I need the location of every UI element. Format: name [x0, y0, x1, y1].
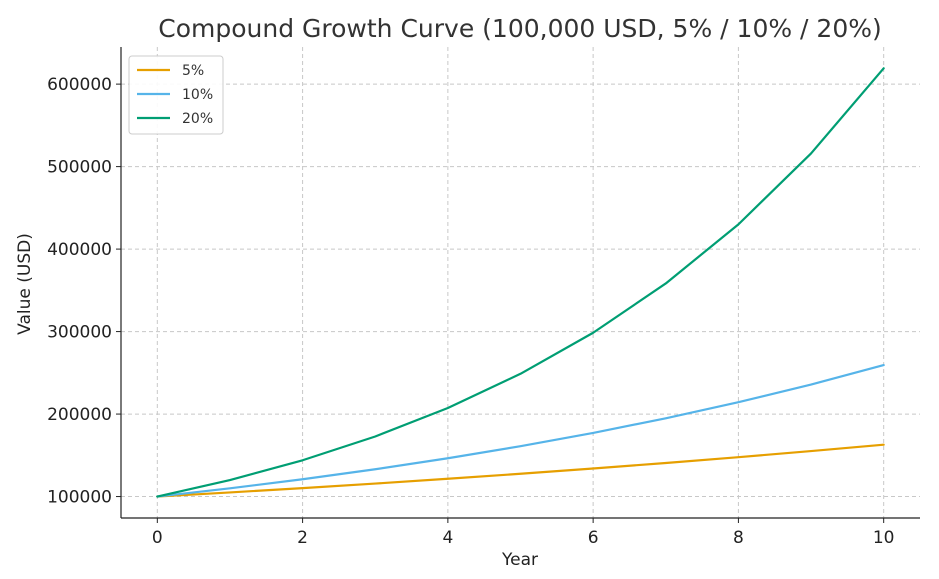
legend-label-5-percent: 5%: [182, 63, 204, 79]
chart-title: Compound Growth Curve (100,000 USD, 5% /…: [158, 14, 882, 43]
x-tick-label: 6: [588, 528, 599, 548]
x-tick-label: 0: [152, 528, 163, 548]
tick-labels: 0 2 4 6 8 10 100000 200000 300000 400000 500000 600…: [47, 75, 894, 548]
x-tick-label: 10: [873, 528, 895, 548]
y-tick-label: 600000: [47, 75, 112, 95]
y-tick-label: 200000: [47, 405, 112, 425]
y-tick-label: 500000: [47, 158, 112, 178]
x-tick-label: 8: [733, 528, 744, 548]
series-lines: [156, 67, 885, 498]
y-tick-label: 100000: [47, 488, 112, 508]
series-line-5-percent: [156, 443, 885, 498]
series-line-10-percent: [156, 363, 885, 498]
legend: 5% 10% 20%: [128, 55, 224, 135]
legend-box: [128, 55, 224, 135]
x-axis-label: Year: [501, 550, 538, 570]
y-axis-label: Value (USD): [15, 233, 35, 335]
series-line-20-percent: [156, 67, 885, 498]
legend-items: 5% 10% 20%: [137, 63, 213, 127]
x-tick-label: 2: [297, 528, 308, 548]
grid-lines: [121, 47, 920, 518]
y-tick-label: 400000: [47, 240, 112, 260]
axes: [116, 47, 920, 523]
legend-label-20-percent: 20%: [182, 111, 213, 127]
x-tick-label: 4: [442, 528, 453, 548]
y-tick-label: 300000: [47, 323, 112, 343]
legend-label-10-percent: 10%: [182, 87, 213, 103]
